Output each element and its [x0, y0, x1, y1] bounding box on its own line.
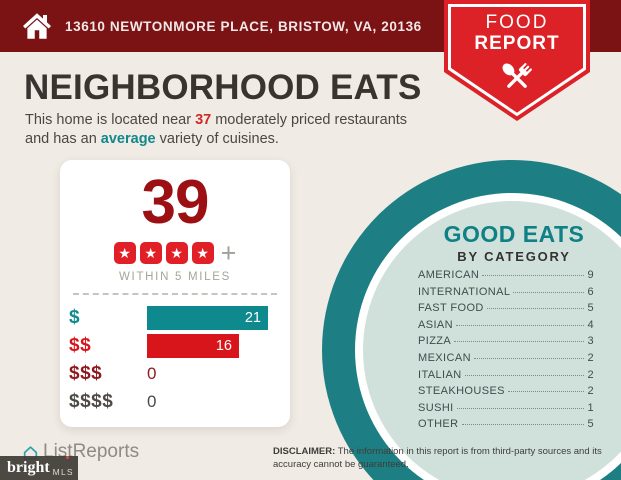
restaurant-count-inline: 37 — [195, 112, 212, 128]
bright-logo-dot — [66, 456, 69, 459]
bright-mls-logo: bright MLS — [0, 456, 78, 480]
dotted-leader — [473, 357, 585, 359]
category-row: FAST FOOD 5 — [418, 302, 594, 319]
badge-title-line2: REPORT — [474, 32, 560, 54]
category-count: 3 — [587, 335, 594, 348]
page-title: NEIGHBORHOOD EATS — [24, 68, 422, 107]
category-row: ASIAN 4 — [418, 319, 594, 336]
dotted-leader — [454, 341, 585, 343]
category-label: FAST FOOD — [418, 302, 484, 315]
plus-icon: + — [220, 238, 237, 268]
category-label: ASIAN — [418, 318, 454, 331]
category-count: 2 — [587, 385, 594, 398]
price-tier-row: $21 — [69, 304, 290, 332]
price-tier-zero-value: 0 — [147, 392, 157, 411]
price-tier-bar-area: 0 — [147, 392, 290, 412]
price-tier-label: $$ — [69, 335, 92, 356]
star-icon: ★ — [191, 242, 214, 264]
category-row: STEAKHOUSES 2 — [418, 385, 594, 402]
category-row: ITALIAN 2 — [418, 369, 594, 386]
price-tier-bar-area: 21 — [147, 306, 290, 330]
category-label: PIZZA — [418, 335, 452, 348]
star-icon: ★ — [113, 242, 136, 264]
category-count: 2 — [587, 368, 594, 381]
price-tier-row: $$$$ 0 — [69, 388, 290, 416]
intro-text: This home is located near 37 moderately … — [25, 111, 435, 149]
price-tier-label: $$$ — [69, 363, 103, 384]
category-row: MEXICAN 2 — [418, 352, 594, 369]
bright-wordmark: bright — [7, 459, 50, 476]
disclaimer-label: DISCLAIMER: — [273, 446, 336, 457]
dotted-leader — [507, 391, 585, 393]
price-tier-bar-area: 16 — [147, 334, 290, 358]
category-count: 5 — [587, 418, 594, 431]
badge-title: FOOD REPORT — [444, 12, 590, 54]
price-tier-chart: $21 $$ 16 $$$ 0 $$$$ 0 — [60, 304, 290, 416]
mls-label: MLS — [52, 466, 74, 477]
radius-label: WITHIN 5 MILES — [119, 271, 231, 283]
price-tier-label: $ — [69, 307, 81, 328]
category-count: 5 — [587, 302, 594, 315]
star-icon: ★ — [165, 242, 188, 264]
restaurant-total-count: 39 — [141, 168, 210, 237]
ribbon-shape — [444, 0, 590, 121]
price-tier-bar: 21 — [147, 306, 268, 330]
price-tier-label: $$$$ — [69, 391, 114, 412]
dotted-leader — [461, 424, 585, 426]
category-row: AMERICAN 9 — [418, 269, 594, 286]
category-row: INTERNATIONAL 6 — [418, 286, 594, 303]
disclaimer: DISCLAIMER: The information in this repo… — [273, 446, 607, 471]
category-count: 6 — [587, 285, 594, 298]
price-tier-row: $$ 16 — [69, 332, 290, 360]
price-tier-bar-area: 0 — [147, 364, 290, 384]
dotted-leader — [464, 374, 585, 376]
category-count: 2 — [587, 351, 594, 364]
category-row: OTHER 5 — [418, 418, 594, 435]
good-eats-header: GOOD EATS BY CATEGORY — [408, 221, 620, 264]
crossed-spoon-fork-icon — [502, 63, 532, 88]
good-eats-title: GOOD EATS — [443, 221, 585, 247]
dotted-leader — [486, 308, 585, 310]
star-rating: ★ ★ ★ ★ + — [60, 238, 290, 268]
category-count: 4 — [587, 318, 594, 331]
category-label: STEAKHOUSES — [418, 385, 505, 398]
category-label: INTERNATIONAL — [418, 285, 511, 298]
food-report-badge: FOOD REPORT — [444, 0, 590, 122]
star-icon: ★ — [139, 242, 162, 264]
price-tier-value: 21 — [244, 310, 261, 326]
dotted-leader — [456, 407, 585, 409]
category-label: AMERICAN — [418, 269, 480, 281]
intro-text-part1: This home is located near — [25, 112, 196, 128]
price-tier-zero-value: 0 — [147, 364, 157, 383]
good-eats-subtitle: BY CATEGORY — [457, 249, 571, 264]
dotted-leader — [482, 275, 585, 276]
property-address: 13610 NEWTONMORE PLACE, BRISTOW, VA, 201… — [65, 18, 422, 34]
house-icon — [23, 13, 51, 39]
variety-highlight: average — [100, 131, 156, 148]
category-label: SUSHI — [418, 401, 454, 414]
disclaimer-text: The information in this report is from t… — [273, 446, 602, 470]
category-count: 1 — [587, 401, 594, 414]
category-label: OTHER — [418, 418, 459, 431]
price-tier-value: 16 — [215, 338, 232, 354]
intro-text-part3: variety of cuisines. — [155, 131, 279, 148]
price-tier-bar: 16 — [147, 334, 239, 358]
price-tier-row: $$$ 0 — [69, 360, 290, 388]
badge-title-line1: FOOD — [485, 12, 549, 33]
intro-text-part2: moderately priced restaurants and has an — [25, 112, 408, 148]
category-label: MEXICAN — [418, 351, 471, 364]
dashed-divider — [73, 293, 277, 295]
restaurant-stats-card: 39 ★ ★ ★ ★ + WITHIN 5 MILES $21 $$ 16 $$$ 0 $$$$ 0 — [60, 160, 290, 427]
category-count: 9 — [587, 269, 594, 281]
category-label: ITALIAN — [418, 368, 462, 381]
dotted-leader — [513, 291, 585, 293]
category-row: SUSHI 1 — [418, 402, 594, 419]
category-row: PIZZA 3 — [418, 335, 594, 352]
circle-interior — [363, 201, 621, 480]
dotted-leader — [456, 324, 585, 326]
category-list: AMERICAN 9 INTERNATIONAL 6 FAST FOOD 5 ASIAN 4 P… — [418, 269, 594, 435]
